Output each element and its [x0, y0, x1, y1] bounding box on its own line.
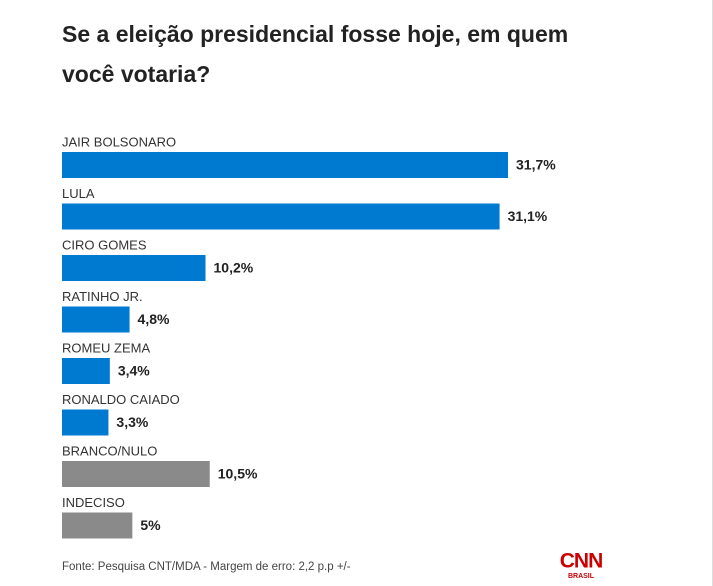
bar [62, 358, 110, 384]
value-label: 5% [140, 517, 161, 533]
value-label: 10,5% [218, 466, 258, 482]
category-label: INDECISO [62, 495, 125, 510]
category-label: CIRO GOMES [62, 237, 147, 252]
bar [62, 152, 509, 178]
bar [62, 203, 500, 230]
value-label: 31,1% [508, 208, 548, 224]
category-label: BRANCO/NULO [62, 443, 157, 458]
value-label: 10,2% [214, 260, 254, 276]
chart-title: Se a eleição presidencial fosse hoje, em… [62, 21, 569, 87]
bar [62, 461, 210, 487]
value-label: 4,8% [138, 311, 170, 327]
value-label: 3,3% [116, 414, 148, 430]
value-label: 31,7% [516, 157, 556, 173]
value-label: 3,4% [118, 363, 150, 379]
category-label: RONALDO CAIADO [62, 392, 180, 407]
source: Fonte: Pesquisa CNT/MDA - Margem de erro… [62, 561, 351, 573]
bar [62, 306, 130, 333]
bar [62, 409, 109, 436]
category-label: LULA [62, 186, 95, 201]
category-label: JAIR BOLSONARO [62, 134, 176, 149]
category-label: ROMEU ZEMA [62, 340, 150, 355]
category-label: RATINHO JR. [62, 289, 143, 304]
bar [62, 512, 133, 539]
bar [62, 255, 206, 281]
logo: CNN [560, 550, 603, 573]
logo-subtitle: BRASIL [568, 573, 595, 580]
